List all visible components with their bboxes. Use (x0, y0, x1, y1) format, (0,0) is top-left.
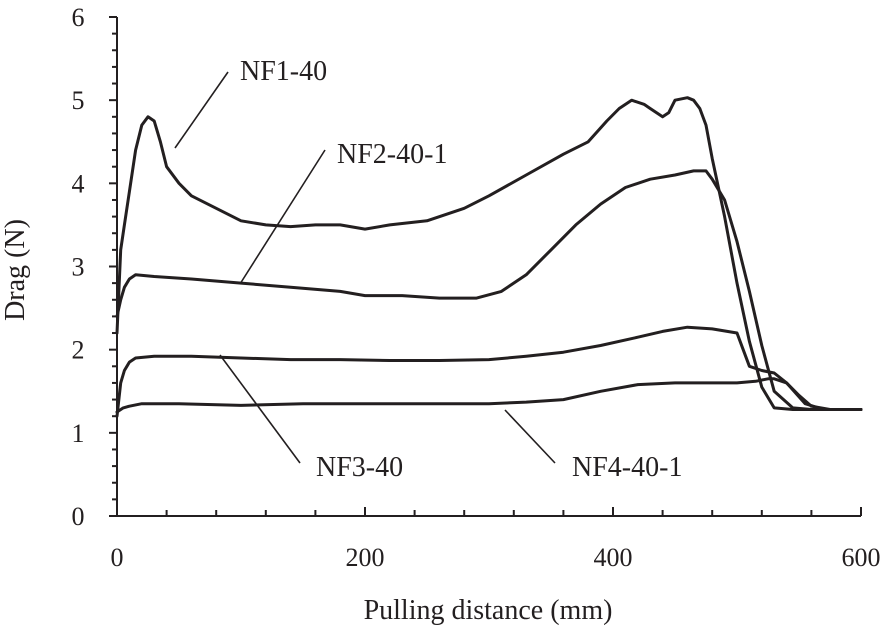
series-line-nf4-40-1 (115, 377, 863, 414)
x-tick-label: 0 (111, 543, 124, 572)
y-tick-label: 4 (72, 169, 85, 198)
y-tick-label: 2 (72, 336, 85, 365)
leader-line-nf3-40 (219, 354, 301, 464)
series-lines (115, 96, 863, 418)
label-leaders (174, 71, 556, 464)
x-tick-label: 400 (594, 543, 633, 572)
x-tick-label: 600 (842, 543, 881, 572)
leader-line-nf4-40-1 (504, 409, 556, 464)
series-label-nf4-40-1: NF4-40-1 (572, 452, 682, 483)
axes (116, 17, 861, 517)
series-line-nf1-40 (115, 96, 863, 411)
y-tick-label: 5 (72, 86, 85, 115)
tick-labels: 0 1 2 3 4 5 6 0 200 400 600 (72, 3, 881, 572)
x-axis-title: Pulling distance (mm) (364, 595, 613, 626)
series-line-nf2-40-1 (115, 169, 863, 411)
y-tick-label: 3 (72, 253, 85, 282)
y-tick-label: 1 (72, 419, 85, 448)
x-tick-label: 200 (346, 543, 385, 572)
series-line-nf3-40 (115, 325, 863, 418)
leader-line-nf2-40-1 (239, 149, 326, 285)
y-axis-title: Drag (N) (0, 219, 31, 321)
ticks (109, 16, 862, 517)
series-label-nf3-40: NF3-40 (316, 452, 403, 483)
leader-line-nf1-40 (174, 71, 229, 149)
series-label-nf1-40: NF1-40 (240, 56, 327, 87)
series-labels: NF1-40 NF2-40-1 NF3-40 NF4-40-1 (240, 56, 682, 483)
series-label-nf2-40-1: NF2-40-1 (337, 139, 447, 170)
y-tick-label: 0 (72, 502, 85, 531)
y-tick-label: 6 (72, 3, 85, 32)
